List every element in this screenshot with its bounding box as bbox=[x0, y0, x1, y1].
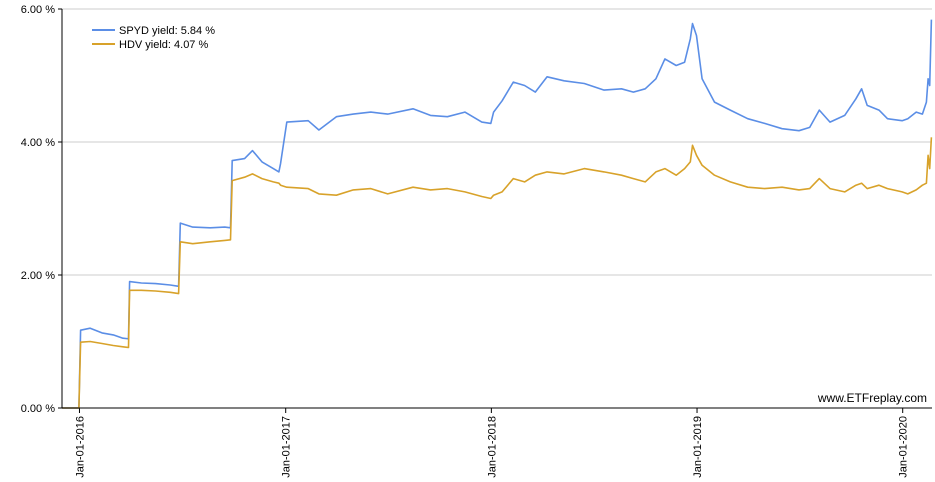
x-tick-label: Jan-01-2017 bbox=[281, 416, 293, 478]
axes bbox=[61, 9, 932, 409]
legend-label-spyd: SPYD yield: 5.84 % bbox=[119, 25, 215, 37]
x-tick-label: Jan-01-2016 bbox=[74, 416, 86, 478]
x-tick-label: Jan-01-2019 bbox=[692, 416, 704, 478]
series-line-1 bbox=[62, 137, 933, 409]
x-tick-label: Jan-01-2020 bbox=[898, 416, 910, 478]
y-tick-label: 0.00 % bbox=[21, 403, 55, 415]
x-axis-tick-labels: Jan-01-2016 Jan-01-2017 Jan-01-2018 Jan-01-… bbox=[74, 416, 909, 478]
watermark: www.ETFreplay.com bbox=[817, 391, 927, 405]
series-lines bbox=[62, 19, 933, 409]
legend: SPYD yield: 5.84 % HDV yield: 4.07 % bbox=[92, 25, 215, 51]
y-axis-tick-labels: 0.00 % 2.00 % 4.00 % 6.00 % bbox=[21, 4, 55, 415]
y-tick-label: 4.00 % bbox=[21, 137, 55, 149]
gridlines bbox=[58, 8, 932, 413]
y-tick-label: 6.00 % bbox=[21, 4, 55, 16]
series-line-0 bbox=[62, 19, 933, 409]
x-tick-label: Jan-01-2018 bbox=[486, 416, 498, 478]
legend-label-hdv: HDV yield: 4.07 % bbox=[119, 39, 208, 51]
y-tick-label: 2.00 % bbox=[21, 270, 55, 282]
